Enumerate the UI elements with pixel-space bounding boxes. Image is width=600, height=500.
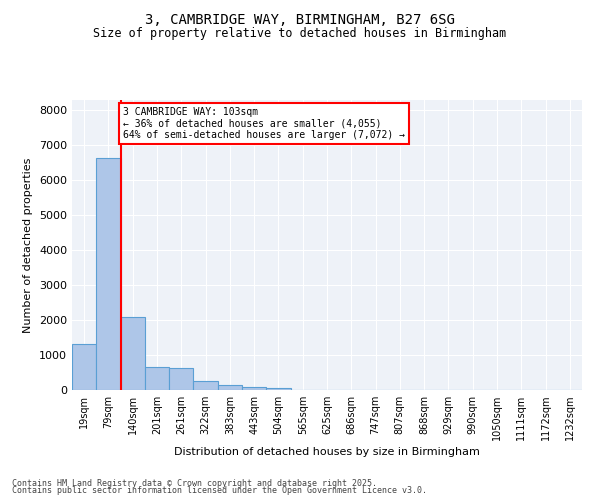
Bar [218,386,242,390]
Text: 3 CAMBRIDGE WAY: 103sqm
← 36% of detached houses are smaller (4,055)
64% of semi: 3 CAMBRIDGE WAY: 103sqm ← 36% of detache… [123,107,405,140]
Bar [193,380,218,390]
Bar [242,386,266,390]
X-axis label: Distribution of detached houses by size in Birmingham: Distribution of detached houses by size … [174,448,480,458]
Bar [96,158,121,390]
Bar [169,368,193,390]
Text: Contains HM Land Registry data © Crown copyright and database right 2025.: Contains HM Land Registry data © Crown c… [12,478,377,488]
Bar [266,388,290,390]
Bar [145,368,169,390]
Text: Size of property relative to detached houses in Birmingham: Size of property relative to detached ho… [94,28,506,40]
Text: Contains public sector information licensed under the Open Government Licence v3: Contains public sector information licen… [12,486,427,495]
Text: 3, CAMBRIDGE WAY, BIRMINGHAM, B27 6SG: 3, CAMBRIDGE WAY, BIRMINGHAM, B27 6SG [145,12,455,26]
Y-axis label: Number of detached properties: Number of detached properties [23,158,34,332]
Bar [121,316,145,390]
Bar [72,344,96,390]
